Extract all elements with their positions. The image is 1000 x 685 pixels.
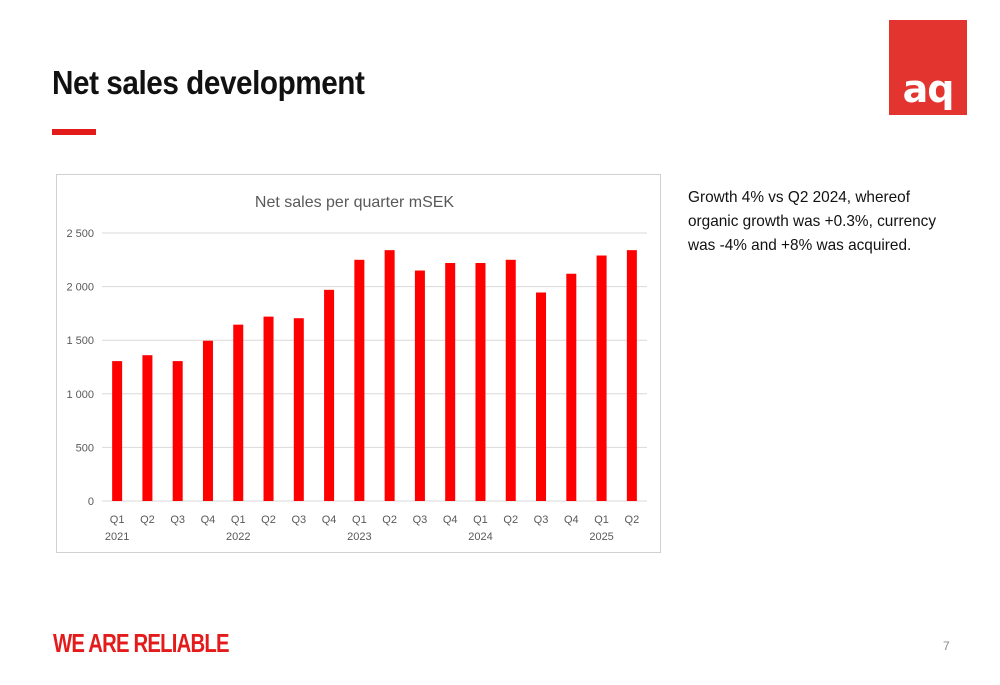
x-tick-label: Q2 <box>503 514 518 526</box>
bar <box>505 259 516 501</box>
y-tick-label: 0 <box>88 496 94 508</box>
bar <box>112 361 123 501</box>
year-label: 2024 <box>468 531 492 543</box>
bar <box>626 250 637 501</box>
x-tick-label: Q1 <box>110 514 125 526</box>
bar <box>263 316 274 501</box>
x-tick-label: Q1 <box>594 514 609 526</box>
x-tick-label: Q3 <box>413 514 428 526</box>
bar <box>414 270 425 501</box>
page-number: 7 <box>943 639 950 653</box>
bar <box>354 259 365 501</box>
year-label: 2023 <box>347 531 371 543</box>
year-label: 2022 <box>226 531 250 543</box>
x-tick-label: Q4 <box>201 514 216 526</box>
company-slogan: WE ARE RELIABLE <box>53 628 229 658</box>
x-tick-label: Q1 <box>473 514 488 526</box>
bar <box>233 324 244 501</box>
y-tick-label: 500 <box>76 442 94 454</box>
chart-title: Net sales per quarter mSEK <box>255 194 455 211</box>
bar <box>202 340 213 501</box>
bar <box>384 250 395 501</box>
y-tick-label: 2 000 <box>66 282 94 294</box>
x-tick-label: Q4 <box>322 514 337 526</box>
chart-frame: Net sales per quarter mSEK 0 500 1 000 1 500… <box>56 174 661 553</box>
bar <box>324 289 335 501</box>
bar <box>566 273 577 501</box>
year-label: 2025 <box>589 531 613 543</box>
x-tick-label: Q3 <box>291 514 306 526</box>
bar <box>142 355 153 501</box>
bar <box>172 361 183 501</box>
y-tick-label: 1 500 <box>66 335 94 347</box>
net-sales-chart: Net sales per quarter mSEK 0 500 1 000 1 500… <box>66 194 647 543</box>
x-tick-label: Q2 <box>140 514 155 526</box>
slide-title: Net sales development <box>52 64 365 101</box>
x-tick-label: Q2 <box>261 514 276 526</box>
year-label: 2021 <box>105 531 129 543</box>
bar <box>445 263 456 501</box>
bar <box>293 318 304 501</box>
x-tick-label: Q4 <box>564 514 579 526</box>
x-tick-label: Q2 <box>382 514 397 526</box>
y-tick-label: 2 500 <box>66 228 94 240</box>
growth-commentary: Growth 4% vs Q2 2024, whereof organic gr… <box>688 189 937 254</box>
aq-logo: aq <box>889 20 967 115</box>
bar <box>475 263 486 501</box>
x-tick-label: Q1 <box>231 514 246 526</box>
logo-text: aq <box>902 67 955 111</box>
x-tick-label: Q1 <box>352 514 367 526</box>
title-underline <box>52 129 96 135</box>
x-tick-label: Q2 <box>625 514 640 526</box>
x-tick-label: Q3 <box>534 514 549 526</box>
y-tick-label: 1 000 <box>66 389 94 401</box>
bar <box>596 255 607 501</box>
x-tick-label: Q3 <box>170 514 185 526</box>
x-tick-label: Q4 <box>443 514 458 526</box>
bar <box>536 292 547 501</box>
